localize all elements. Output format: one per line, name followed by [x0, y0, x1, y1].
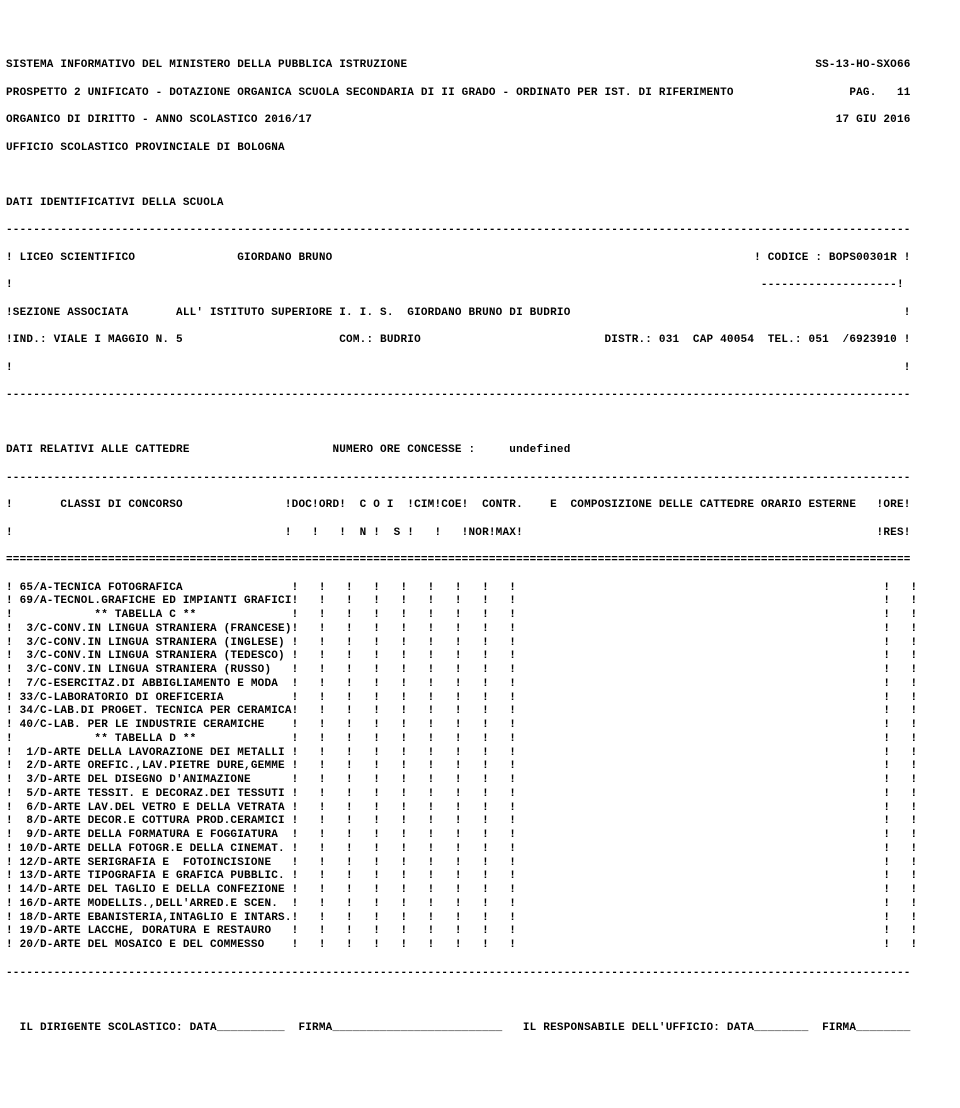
rule-dash-1: ----------------------------------------… — [6, 224, 954, 238]
rule-dash-2: ----------------------------------------… — [6, 389, 954, 403]
table-row: ! 7/C-ESERCITAZ.DI ABBIGLIAMENTO E MODA … — [6, 678, 954, 692]
table-row: ! 14/D-ARTE DEL TAGLIO E DELLA CONFEZION… — [6, 884, 954, 898]
table-row: ! 2/D-ARTE OREFIC.,LAV.PIETRE DURE,GEMME… — [6, 760, 954, 774]
table-row: ! 33/C-LABORATORIO DI OREFICERIA ! ! ! !… — [6, 692, 954, 706]
footer-line: IL DIRIGENTE SCOLASTICO: DATA__________ … — [6, 1022, 954, 1036]
col-hdr-1: ! CLASSI DI CONCORSO !DOC!ORD! C O I !CI… — [6, 499, 954, 513]
table-row: ! 16/D-ARTE MODELLIS.,DELL'ARRED.E SCEN.… — [6, 898, 954, 912]
table-row: ! 20/D-ARTE DEL MOSAICO E DEL COMMESSO !… — [6, 939, 954, 953]
table-row: ! 6/D-ARTE LAV.DEL VETRO E DELLA VETRATA… — [6, 802, 954, 816]
hdr-line-2: PROSPETTO 2 UNIFICATO - DOTAZIONE ORGANI… — [6, 87, 954, 101]
table-row: ! 12/D-ARTE SERIGRAFIA E FOTOINCISIONE !… — [6, 857, 954, 871]
table-row: ! 34/C-LAB.DI PROGET. TECNICA PER CERAMI… — [6, 705, 954, 719]
blank-3 — [6, 994, 954, 1008]
table-row: ! ** TABELLA D ** ! ! ! ! ! ! ! ! ! ! ! — [6, 733, 954, 747]
school-section-title: DATI IDENTIFICATIVI DELLA SCUOLA — [6, 197, 954, 211]
table-row: ! 13/D-ARTE TIPOGRAFIA E GRAFICA PUBBLIC… — [6, 870, 954, 884]
table-row: ! 1/D-ARTE DELLA LAVORAZIONE DEI METALLI… — [6, 747, 954, 761]
table-row: ! 3/C-CONV.IN LINGUA STRANIERA (FRANCESE… — [6, 623, 954, 637]
table-row: ! 19/D-ARTE LACCHE, DORATURA E RESTAURO … — [6, 925, 954, 939]
table-row: ! 18/D-ARTE EBANISTERIA,INTAGLIO E INTAR… — [6, 912, 954, 926]
rule-dash-4: ----------------------------------------… — [6, 967, 954, 981]
table-row: ! 3/C-CONV.IN LINGUA STRANIERA (TEDESCO)… — [6, 650, 954, 664]
table-row: ! 8/D-ARTE DECOR.E COTTURA PROD.CERAMICI… — [6, 815, 954, 829]
blank-2 — [6, 417, 954, 431]
school-line-3: !IND.: VIALE I MAGGIO N. 5 COM.: BUDRIO … — [6, 334, 954, 348]
col-hdr-2: ! ! ! ! N ! S ! ! !NOR!MAX! !RES! — [6, 527, 954, 541]
blank-1 — [6, 169, 954, 183]
school-line-4: ! ! — [6, 362, 954, 376]
table-row: ! 9/D-ARTE DELLA FORMATURA E FOGGIATURA … — [6, 829, 954, 843]
rule-dash-3: ----------------------------------------… — [6, 472, 954, 486]
table-row: ! ** TABELLA C ** ! ! ! ! ! ! ! ! ! ! ! — [6, 609, 954, 623]
school-line-2: !SEZIONE ASSOCIATA ALL' ISTITUTO SUPERIO… — [6, 307, 954, 321]
table-row: ! 5/D-ARTE TESSIT. E DECORAZ.DEI TESSUTI… — [6, 788, 954, 802]
hdr-line-3: ORGANICO DI DIRITTO - ANNO SCOLASTICO 20… — [6, 114, 954, 128]
table-row: ! 10/D-ARTE DELLA FOTOGR.E DELLA CINEMAT… — [6, 843, 954, 857]
school-line-1b: ! --------------------! — [6, 279, 954, 293]
table-row: ! 3/D-ARTE DEL DISEGNO D'ANIMAZIONE ! ! … — [6, 774, 954, 788]
table-row: ! 65/A-TECNICA FOTOGRAFICA ! ! ! ! ! ! !… — [6, 582, 954, 596]
hdr-line-1: SISTEMA INFORMATIVO DEL MINISTERO DELLA … — [6, 59, 954, 73]
table-rows: ! 65/A-TECNICA FOTOGRAFICA ! ! ! ! ! ! !… — [6, 582, 954, 953]
hdr-line-4: UFFICIO SCOLASTICO PROVINCIALE DI BOLOGN… — [6, 142, 954, 156]
table-row: ! 3/C-CONV.IN LINGUA STRANIERA (INGLESE)… — [6, 637, 954, 651]
school-line-1: ! LICEO SCIENTIFICO GIORDANO BRUNO ! COD… — [6, 252, 954, 266]
cattedre-title: DATI RELATIVI ALLE CATTEDRE NUMERO ORE C… — [6, 444, 954, 458]
table-row: ! 69/A-TECNOL.GRAFICHE ED IMPIANTI GRAFI… — [6, 595, 954, 609]
table-row: ! 3/C-CONV.IN LINGUA STRANIERA (RUSSO) !… — [6, 664, 954, 678]
table-row: ! 40/C-LAB. PER LE INDUSTRIE CERAMICHE !… — [6, 719, 954, 733]
